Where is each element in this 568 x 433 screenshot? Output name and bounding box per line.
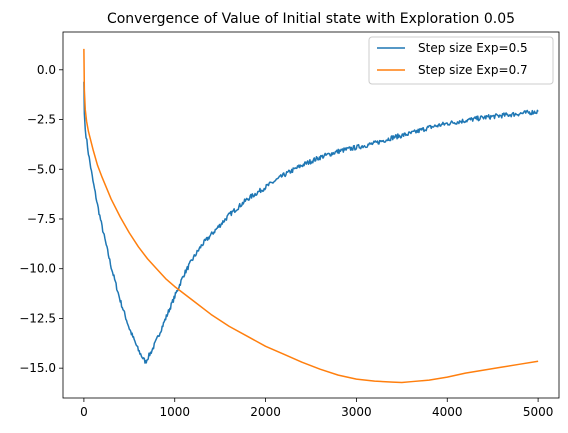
- plot-frame: [62, 31, 560, 399]
- y-tick-label: −5.0: [27, 162, 56, 176]
- x-tick-label: 5000: [523, 405, 554, 419]
- y-tick-label: −10.0: [19, 262, 56, 276]
- series-lines: [83, 48, 539, 384]
- x-tick-label: 1000: [159, 405, 190, 419]
- series-line-exp05: [83, 81, 539, 364]
- x-tick-label: 3000: [341, 405, 372, 419]
- legend-label-exp05: Step size Exp=0.5: [418, 41, 528, 55]
- x-tick-label: 4000: [432, 405, 463, 419]
- x-tick-label: 2000: [250, 405, 281, 419]
- legend: Step size Exp=0.5 Step size Exp=0.7: [368, 36, 554, 85]
- legend-box: [368, 36, 554, 85]
- y-tick-label: 0.0: [37, 63, 56, 77]
- y-tick-label: −15.0: [19, 361, 56, 375]
- x-tick-label: 0: [80, 405, 88, 419]
- legend-label-exp07: Step size Exp=0.7: [418, 63, 528, 77]
- y-tick-label: −12.5: [19, 311, 56, 325]
- y-tick-label: −7.5: [27, 212, 56, 226]
- y-tick-label: −2.5: [27, 113, 56, 127]
- series-line-exp07: [83, 48, 539, 384]
- y-axis: 0.0 −2.5 −5.0 −7.5 −10.0 −12.5 −15.0: [19, 63, 63, 375]
- x-axis: 0 1000 2000 3000 4000 5000: [80, 398, 553, 419]
- chart-title: Convergence of Value of Initial state wi…: [107, 11, 515, 27]
